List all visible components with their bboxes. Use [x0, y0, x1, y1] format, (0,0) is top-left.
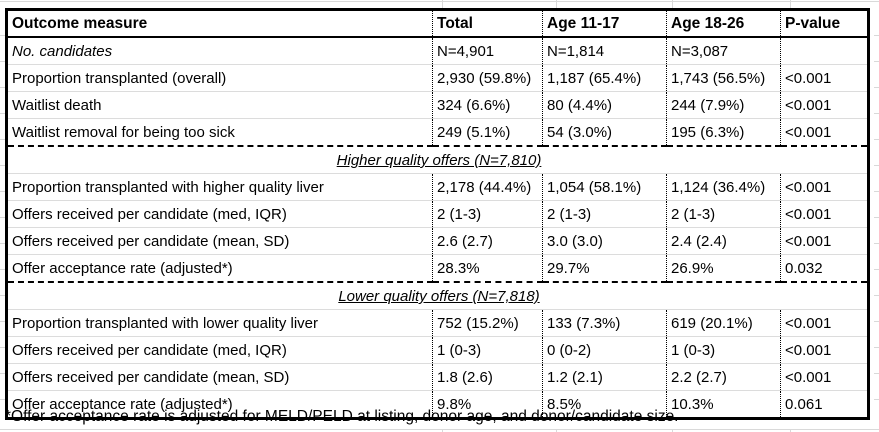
value-cell: 324 (6.6%) — [432, 91, 543, 119]
value-cell: 0 (0-2) — [542, 336, 667, 364]
value-cell: 752 (15.2%) — [432, 309, 543, 337]
value-cell: 1,054 (58.1%) — [542, 173, 667, 201]
pvalue-cell: <0.001 — [780, 309, 869, 337]
pvalue-cell: <0.001 — [780, 227, 869, 255]
value-cell: N=4,901 — [432, 37, 543, 65]
table-row-proportion-higher-quality: Proportion transplanted with higher qual… — [6, 173, 869, 201]
row-label-cell: Proportion transplanted with higher qual… — [6, 173, 433, 201]
col-header-p-value: P-value — [780, 9, 869, 38]
table-row-no-candidates: No. candidates N=4,901 N=1,814 N=3,087 — [6, 37, 869, 65]
sheet-gridline-stub — [442, 429, 443, 432]
value-cell: 249 (5.1%) — [432, 118, 543, 147]
value-cell: 3.0 (3.0) — [542, 227, 667, 255]
col-header-age-11-17: Age 11-17 — [542, 9, 667, 38]
col-header-total: Total — [432, 9, 543, 38]
sheet-gridline-stub — [556, 429, 557, 432]
value-cell: 244 (7.9%) — [666, 91, 781, 119]
row-label-cell: Proportion transplanted (overall) — [6, 64, 433, 92]
table-row-proportion-lower-quality: Proportion transplanted with lower quali… — [6, 309, 869, 337]
value-cell: N=3,087 — [666, 37, 781, 65]
sheet-row-gridlines-right — [874, 10, 879, 402]
value-cell: 1 (0-3) — [666, 336, 781, 364]
value-cell: 2 (1-3) — [432, 200, 543, 228]
value-cell: 1,124 (36.4%) — [666, 173, 781, 201]
table-row-waitlist-death: Waitlist death 324 (6.6%) 80 (4.4%) 244 … — [6, 91, 869, 119]
value-cell: 1.2 (2.1) — [542, 363, 667, 391]
table-row-offers-mean-sd-lower: Offers received per candidate (mean, SD)… — [6, 363, 869, 391]
value-cell: 2 (1-3) — [666, 200, 781, 228]
value-cell: N=1,814 — [542, 37, 667, 65]
row-label-cell: Offer acceptance rate (adjusted*) — [6, 254, 433, 283]
table-row-offer-acceptance-lower: Offer acceptance rate (adjusted*) 9.8% 8… — [7, 390, 869, 419]
footnote: *Offer acceptance rate is adjusted for M… — [5, 408, 679, 425]
row-label-cell: Offers received per candidate (mean, SD) — [6, 363, 433, 391]
value-cell: 28.3% — [432, 254, 543, 283]
value-cell: 80 (4.4%) — [542, 91, 667, 119]
section-label: Lower quality offers (N=7,818) — [6, 282, 869, 310]
value-cell: 2.2 (2.7) — [666, 363, 781, 391]
value-cell: 29.7% — [542, 254, 667, 283]
value-cell: 1.8 (2.6) — [432, 363, 543, 391]
outcomes-table-container: Outcome measure Total Age 11-17 Age 18-2… — [5, 8, 870, 420]
row-label-cell: Offers received per candidate (med, IQR) — [6, 200, 433, 228]
pvalue-cell: <0.001 — [780, 200, 869, 228]
value-cell: 2 (1-3) — [542, 200, 667, 228]
col-header-outcome-measure: Outcome measure — [6, 9, 433, 38]
table-row-waitlist-removal: Waitlist removal for being too sick 249 … — [6, 118, 869, 147]
table-row-offers-med-iqr-lower: Offers received per candidate (med, IQR)… — [6, 336, 869, 364]
value-cell: 619 (20.1%) — [666, 309, 781, 337]
row-label-cell: Offers received per candidate (med, IQR) — [6, 336, 433, 364]
sheet-row-gridlines-left — [0, 10, 5, 402]
sheet-gridline-stub — [556, 0, 557, 8]
value-cell: 1,187 (65.4%) — [542, 64, 667, 92]
col-header-age-18-26: Age 18-26 — [666, 9, 781, 38]
section-header-higher-quality: Higher quality offers (N=7,810) — [6, 146, 869, 174]
pvalue-cell: <0.001 — [780, 118, 869, 147]
sheet-gridline-stub — [672, 429, 673, 432]
table-row-offers-mean-sd-higher: Offers received per candidate (mean, SD)… — [6, 227, 869, 255]
value-cell: 2.6 (2.7) — [432, 227, 543, 255]
row-label-cell: Offer acceptance rate (adjusted*) — [12, 396, 233, 413]
pvalue-cell: 0.032 — [780, 254, 869, 283]
pvalue-cell — [780, 37, 869, 65]
sheet-gridline-top — [0, 1, 879, 2]
value-cell: 1 (0-3) — [432, 336, 543, 364]
table-row-offer-acceptance-higher: Offer acceptance rate (adjusted*) 28.3% … — [6, 254, 869, 283]
sheet-gridline-stub — [790, 0, 791, 8]
sheet-gridline-stub — [442, 0, 443, 8]
table-row-offers-med-iqr-higher: Offers received per candidate (med, IQR)… — [6, 200, 869, 228]
pvalue-cell: <0.001 — [780, 363, 869, 391]
value-cell: 26.9% — [666, 254, 781, 283]
pvalue-cell: <0.001 — [780, 336, 869, 364]
value-cell: 54 (3.0%) — [542, 118, 667, 147]
value-cell: 9.8% — [432, 390, 543, 419]
row-label-cell: Waitlist removal for being too sick — [6, 118, 433, 147]
row-label-cell: No. candidates — [6, 37, 433, 65]
pvalue-cell: <0.001 — [780, 91, 869, 119]
section-label: Higher quality offers (N=7,810) — [6, 146, 869, 174]
row-label-cell: Offers received per candidate (mean, SD) — [6, 227, 433, 255]
sheet-gridline-stub — [790, 429, 791, 432]
pvalue-cell: 0.061 — [780, 390, 869, 419]
section-header-lower-quality: Lower quality offers (N=7,818) — [6, 282, 869, 310]
pvalue-cell: <0.001 — [780, 173, 869, 201]
value-cell: 2,178 (44.4%) — [432, 173, 543, 201]
value-cell: 133 (7.3%) — [542, 309, 667, 337]
table-row-proportion-transplanted-overall: Proportion transplanted (overall) 2,930 … — [6, 64, 869, 92]
row-label-cell: Waitlist death — [6, 91, 433, 119]
value-cell: 8.5% — [542, 390, 667, 419]
value-cell: 2.4 (2.4) — [666, 227, 781, 255]
sheet-gridline-stub — [672, 0, 673, 8]
value-cell: 195 (6.3%) — [666, 118, 781, 147]
value-cell: 2,930 (59.8%) — [432, 64, 543, 92]
header-row: Outcome measure Total Age 11-17 Age 18-2… — [6, 9, 869, 38]
value-cell: 1,743 (56.5%) — [666, 64, 781, 92]
row-label-cell: Proportion transplanted with lower quali… — [6, 309, 433, 337]
value-cell: 10.3% — [666, 390, 781, 419]
pvalue-cell: <0.001 — [780, 64, 869, 92]
outcomes-table: Outcome measure Total Age 11-17 Age 18-2… — [5, 8, 870, 420]
sheet-gridline-bottom — [0, 429, 879, 430]
